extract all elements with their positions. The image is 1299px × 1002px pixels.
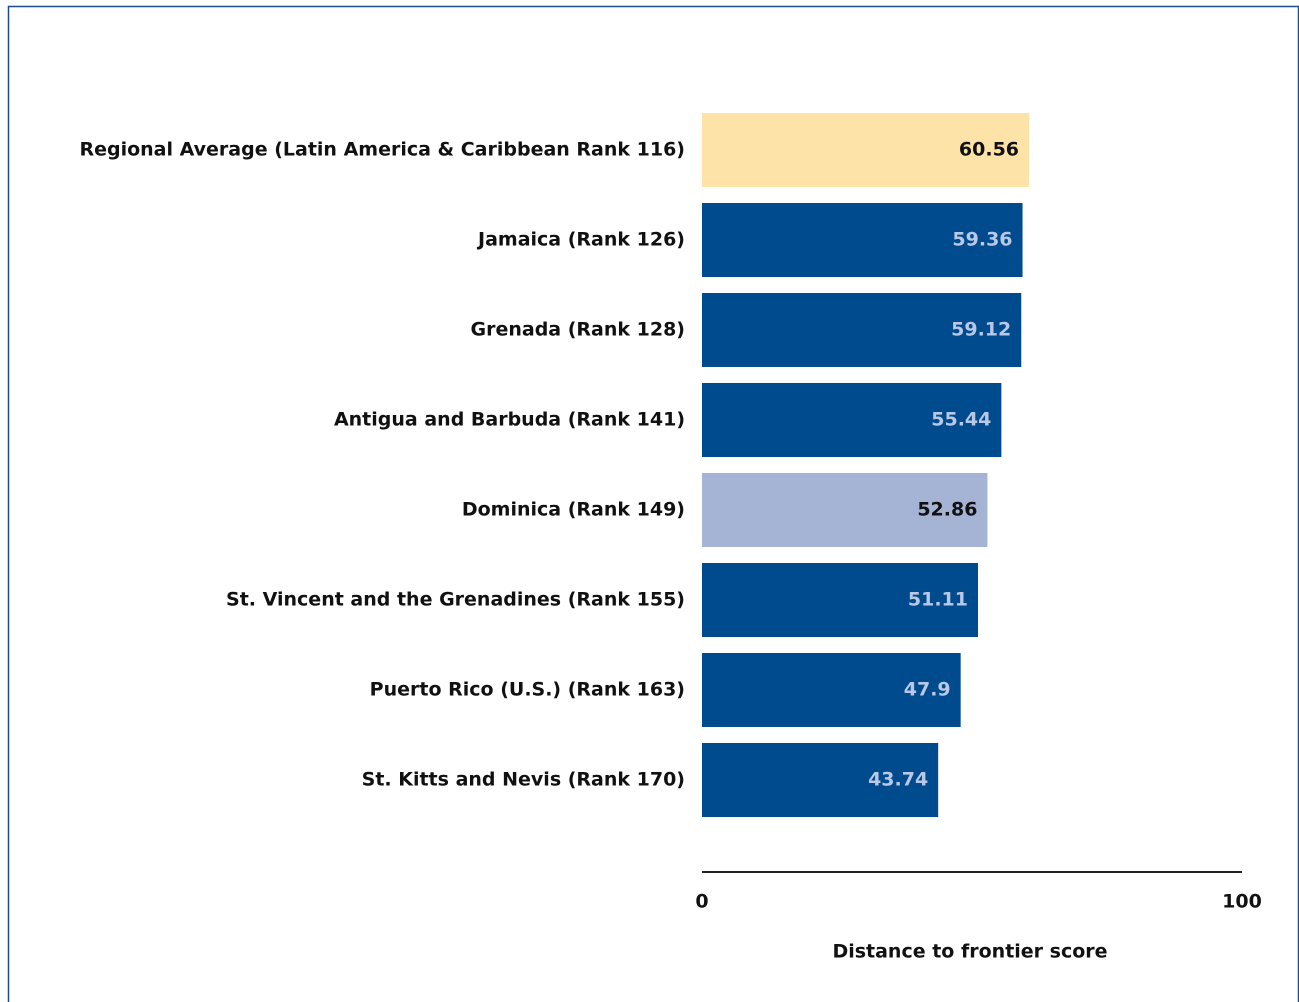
y-tick-label: Jamaica (Rank 126)	[476, 229, 685, 251]
bar	[702, 293, 1022, 367]
y-tick-label: St. Vincent and the Grenadines (Rank 155…	[226, 589, 685, 611]
bar	[702, 563, 978, 637]
value-label: 47.9	[904, 679, 951, 701]
y-tick-label: Grenada (Rank 128)	[471, 319, 686, 341]
value-label: 59.12	[951, 319, 1011, 341]
bar	[702, 203, 1023, 277]
x-tick-label: 0	[695, 891, 708, 913]
value-label: 52.86	[917, 499, 977, 521]
bar	[702, 473, 988, 547]
value-label: 43.74	[868, 769, 928, 791]
x-tick-label: 100	[1222, 891, 1262, 913]
y-tick-label: Antigua and Barbuda (Rank 141)	[334, 409, 685, 431]
x-axis-title: Distance to frontier score	[832, 941, 1107, 963]
y-tick-label: Regional Average (Latin America & Caribb…	[79, 139, 685, 161]
bar	[702, 383, 1002, 457]
value-label: 55.44	[931, 409, 991, 431]
bar	[702, 743, 939, 817]
value-label: 60.56	[959, 139, 1019, 161]
y-tick-label: Puerto Rico (U.S.) (Rank 163)	[370, 679, 685, 701]
y-tick-label: Dominica (Rank 149)	[462, 499, 685, 521]
bar	[702, 653, 961, 727]
value-label: 51.11	[908, 589, 968, 611]
value-label: 59.36	[952, 229, 1012, 251]
bar	[702, 113, 1030, 187]
y-tick-label: St. Kitts and Nevis (Rank 170)	[362, 769, 685, 791]
